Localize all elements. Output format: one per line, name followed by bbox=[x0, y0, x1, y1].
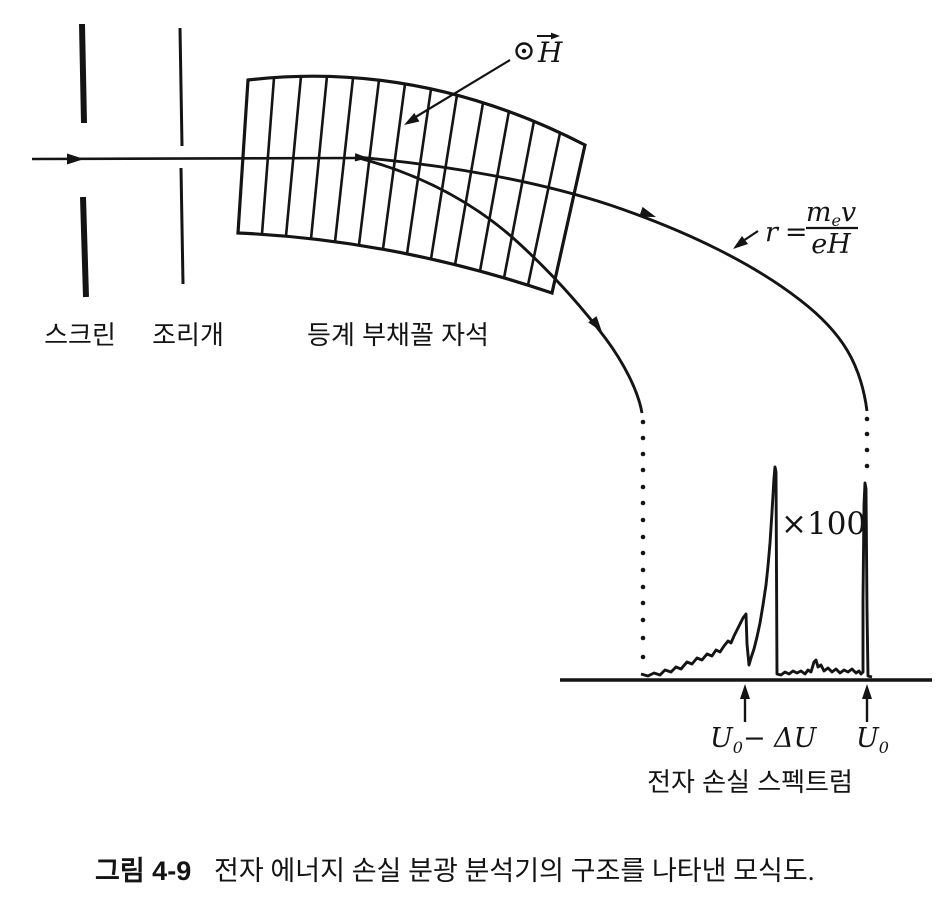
field-pointer-line bbox=[408, 59, 511, 122]
outer-trajectory-curve bbox=[354, 155, 869, 412]
aperture-slit-bottom-bar bbox=[179, 167, 185, 285]
beam-line bbox=[31, 156, 361, 161]
spectrum-title: 전자 손실 스펙트럼 bbox=[647, 767, 853, 797]
aperture-slit-top-bar bbox=[178, 27, 184, 147]
magnet-pole-lines bbox=[260, 75, 562, 286]
caption-number: 그림 4-9 bbox=[95, 856, 191, 886]
screen-slit-bottom-bar bbox=[80, 196, 89, 298]
dotted-line-left bbox=[640, 419, 646, 660]
primary-marker-arrowhead-icon bbox=[862, 684, 872, 699]
formula-pointer-arrowhead-icon bbox=[733, 235, 748, 249]
field-out-of-page-dot-icon bbox=[521, 48, 527, 54]
axis-label-loss: U0− ΔU bbox=[710, 723, 818, 757]
field-pointer-arrowhead-icon bbox=[404, 112, 420, 125]
aperture-slit bbox=[178, 27, 185, 285]
field-out-of-page-icon bbox=[515, 42, 533, 60]
figure-caption: 그림 4-9 전자 에너지 손실 분광 분석기의 구조를 나타낸 모식도. bbox=[95, 856, 814, 886]
outer-trajectory-arrowhead-icon bbox=[639, 206, 656, 217]
formula-denominator: eH bbox=[811, 229, 851, 260]
vector-arrowhead-icon bbox=[551, 32, 560, 40]
screen-slit-top-bar bbox=[79, 23, 87, 124]
caption-text: 전자 에너지 손실 분광 분석기의 구조를 나타낸 모식도. bbox=[214, 856, 814, 886]
magnet-label: 등계 부채꼴 자석 bbox=[307, 320, 489, 350]
scale-label: ×100 bbox=[781, 506, 866, 542]
loss-spectrum: ×100 U0− ΔU U0 전자 손실 스펙트럼 bbox=[560, 465, 932, 797]
screen-slit bbox=[79, 23, 89, 298]
inner-trajectory bbox=[354, 155, 644, 414]
screen-label: 스크린 bbox=[44, 320, 116, 350]
dotted-line-right bbox=[864, 416, 870, 469]
spectrum-curve bbox=[640, 465, 873, 679]
formula-lhs: r = bbox=[765, 217, 808, 248]
radius-formula: r = mev eH bbox=[733, 197, 858, 260]
axis-label-primary: U0 bbox=[856, 723, 889, 757]
beam-arrowhead-icon bbox=[67, 153, 84, 165]
loss-marker-arrowhead-icon bbox=[740, 684, 750, 699]
inner-trajectory-curve bbox=[354, 155, 644, 414]
outer-trajectory bbox=[354, 155, 869, 412]
field-direction-label: H bbox=[404, 32, 563, 125]
aperture-label: 조리개 bbox=[152, 320, 224, 350]
formula-numerator: mev bbox=[806, 197, 856, 230]
inner-trajectory-arrowhead-icon bbox=[588, 316, 602, 332]
magnet-outline bbox=[236, 74, 587, 296]
fan-magnet bbox=[236, 74, 587, 296]
field-name: H bbox=[537, 36, 563, 69]
